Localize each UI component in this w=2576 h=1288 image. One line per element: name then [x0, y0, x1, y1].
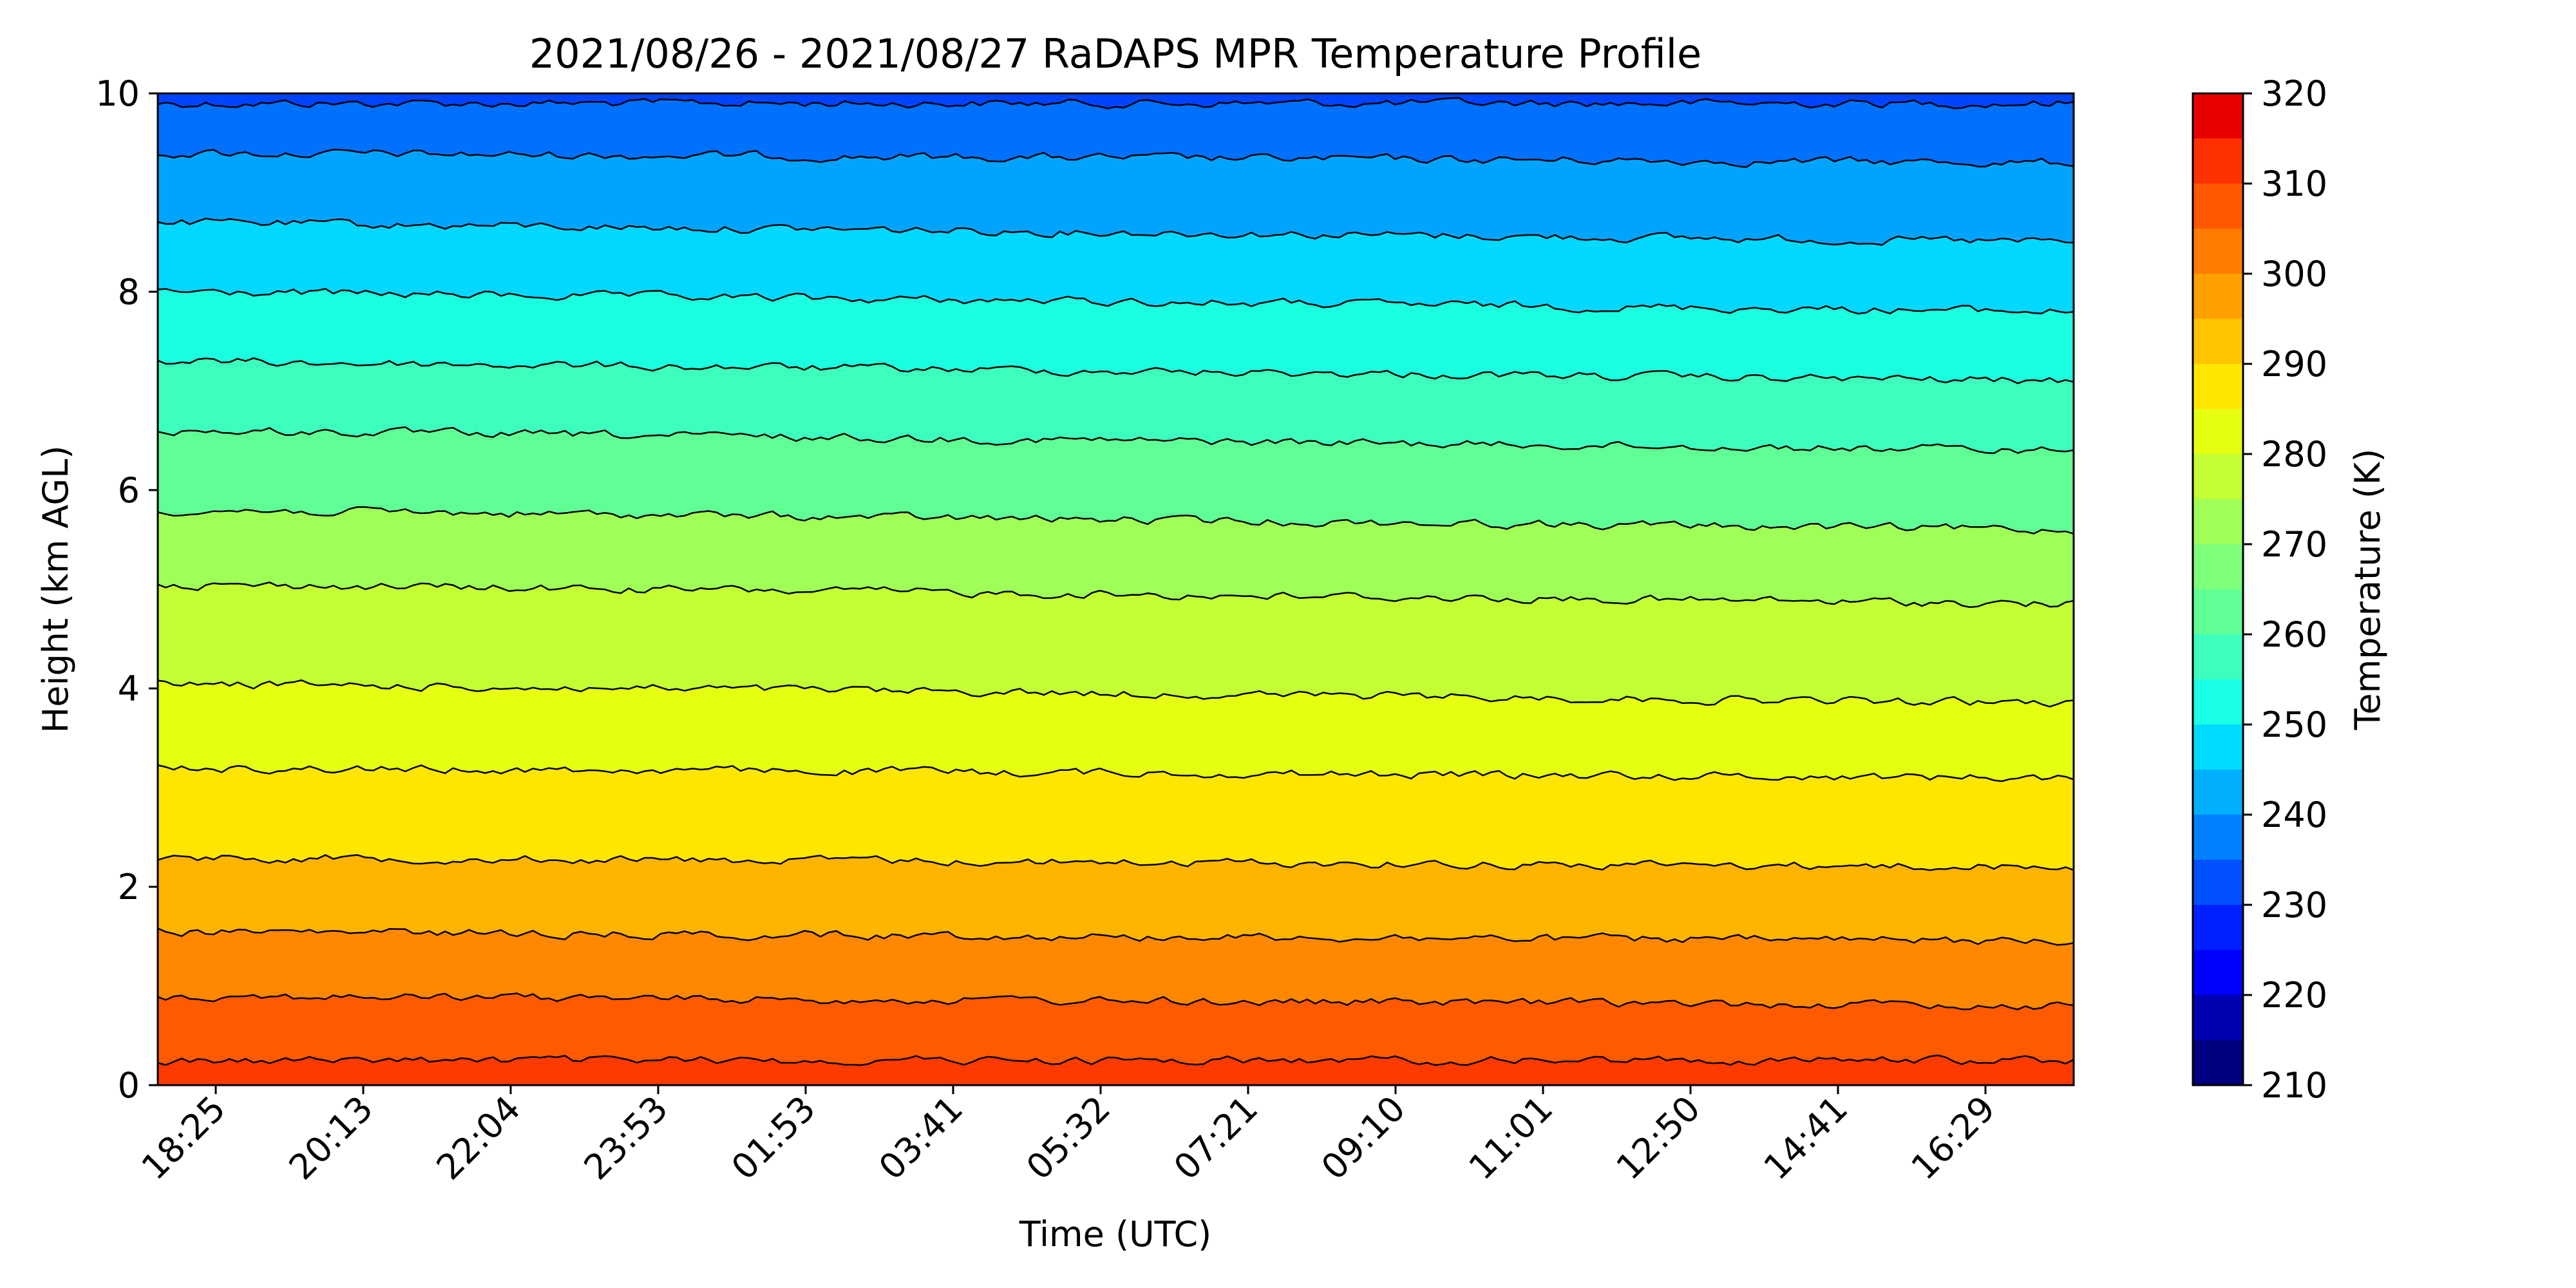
y-tick-label: 6	[118, 470, 140, 511]
x-axis: 18:25 20:13 22:04 23:53 01:53 03:41 05:32 07:21…	[134, 1085, 2003, 1188]
colorbar-segment	[2193, 184, 2243, 229]
colorbar-segment	[2193, 229, 2243, 274]
temperature-band	[158, 98, 2074, 167]
x-tick-label: 01:53	[724, 1088, 824, 1188]
colorbar-tick-label: 240	[2261, 795, 2327, 835]
colorbar: 210 220 230 240 250 260 270 280 290 300 310 320	[2192, 73, 2327, 1106]
x-tick-label: 23:53	[576, 1088, 676, 1188]
colorbar-segment	[2193, 589, 2243, 634]
temperature-band	[158, 427, 2074, 534]
y-tick-label: 0	[118, 1065, 140, 1106]
isotherm-line	[158, 218, 2074, 246]
x-tick-label: 03:41	[871, 1088, 971, 1188]
temperature-band	[158, 765, 2074, 871]
colorbar-segment	[2193, 274, 2243, 319]
x-tick-label: 09:10	[1314, 1088, 1414, 1188]
y-tick-label: 2	[118, 867, 140, 907]
temperature-band	[158, 507, 2074, 607]
x-tick-label: 12:50	[1609, 1088, 1709, 1188]
temperature-band	[158, 358, 2074, 453]
colorbar-segment	[2193, 905, 2243, 950]
colorbar-tick-label: 260	[2261, 614, 2327, 655]
isotherm-line	[158, 97, 2074, 109]
colorbar-segment	[2193, 950, 2243, 995]
isotherm-line	[158, 764, 2074, 782]
colorbar-segment	[2193, 995, 2243, 1040]
temperature-band	[158, 93, 2074, 109]
colorbar-segment	[2193, 138, 2243, 184]
isotherm-line	[158, 426, 2074, 455]
isotherm-line	[158, 1054, 2074, 1066]
colorbar-label: Temperature (K)	[2347, 449, 2388, 731]
y-axis: 0 2 4 6 8 10	[95, 73, 158, 1106]
y-axis-label: Height (km AGL)	[35, 446, 76, 734]
colorbar-segment	[2193, 454, 2243, 499]
colorbar-segment	[2193, 815, 2243, 860]
colorbar-segment	[2193, 770, 2243, 815]
temperature-band	[158, 582, 2074, 707]
isotherm-line	[158, 288, 2074, 315]
temperature-band	[158, 928, 2074, 1010]
x-axis-label: Time (UTC)	[1019, 1214, 1212, 1255]
isotherm-line	[158, 357, 2074, 384]
isotherm-line	[158, 927, 2074, 946]
temperature-bands	[158, 93, 2074, 1085]
x-tick-label: 07:21	[1166, 1088, 1266, 1188]
colorbar-segment	[2193, 499, 2243, 544]
isotherm-line	[158, 854, 2074, 871]
temperature-band	[158, 993, 2074, 1065]
colorbar-segment	[2193, 364, 2243, 409]
colorbar-tick-label: 320	[2261, 73, 2327, 114]
colorbar-segment	[2193, 1040, 2243, 1085]
colorbar-segment	[2193, 93, 2243, 138]
colorbar-segment	[2193, 724, 2243, 770]
x-tick-label: 05:32	[1019, 1088, 1119, 1188]
isotherm-line	[158, 506, 2074, 535]
colorbar-segment	[2193, 544, 2243, 589]
plot-area	[156, 92, 2075, 1086]
colorbar-tick-label: 220	[2261, 975, 2327, 1016]
temperature-band	[158, 218, 2074, 314]
x-tick-label: 14:41	[1756, 1088, 1856, 1188]
colorbar-segment	[2193, 679, 2243, 724]
y-tick-label: 8	[118, 272, 140, 312]
colorbar-segment	[2193, 634, 2243, 679]
isotherm-contours	[158, 97, 2074, 1066]
colorbar-segment	[2193, 409, 2243, 454]
temperature-band	[158, 855, 2074, 945]
colorbar-segment	[2193, 319, 2243, 364]
x-tick-label: 16:29	[1904, 1088, 2003, 1188]
temperature-band	[158, 680, 2074, 782]
x-tick-label: 20:13	[281, 1088, 381, 1188]
colorbar-tick-label: 280	[2261, 434, 2327, 475]
isotherm-line	[158, 992, 2074, 1010]
colorbar-tick-label: 230	[2261, 885, 2327, 925]
y-tick-label: 4	[118, 668, 140, 709]
colorbar-segment	[2193, 860, 2243, 905]
colorbar-tick-label: 300	[2261, 254, 2327, 294]
colorbar-frame	[2192, 92, 2244, 1086]
x-tick-label: 11:01	[1461, 1088, 1561, 1188]
chart-title: 2021/08/26 - 2021/08/27 RaDAPS MPR Tempe…	[529, 30, 1701, 77]
isotherm-line	[158, 149, 2074, 168]
y-tick-label: 10	[95, 73, 140, 114]
colorbar-tick-label: 310	[2261, 164, 2327, 204]
x-tick-label: 22:04	[429, 1088, 529, 1188]
isotherm-line	[158, 581, 2074, 609]
colorbar-tick-label: 270	[2261, 524, 2327, 565]
plot-frame	[156, 92, 2075, 1086]
isotherm-line	[158, 679, 2074, 708]
x-tick-label: 18:25	[134, 1088, 234, 1188]
colorbar-tick-label: 250	[2261, 705, 2327, 745]
colorbar-tick-label: 210	[2261, 1065, 2327, 1106]
colorbar-tick-label: 290	[2261, 344, 2327, 384]
temperature-band	[158, 149, 2074, 245]
